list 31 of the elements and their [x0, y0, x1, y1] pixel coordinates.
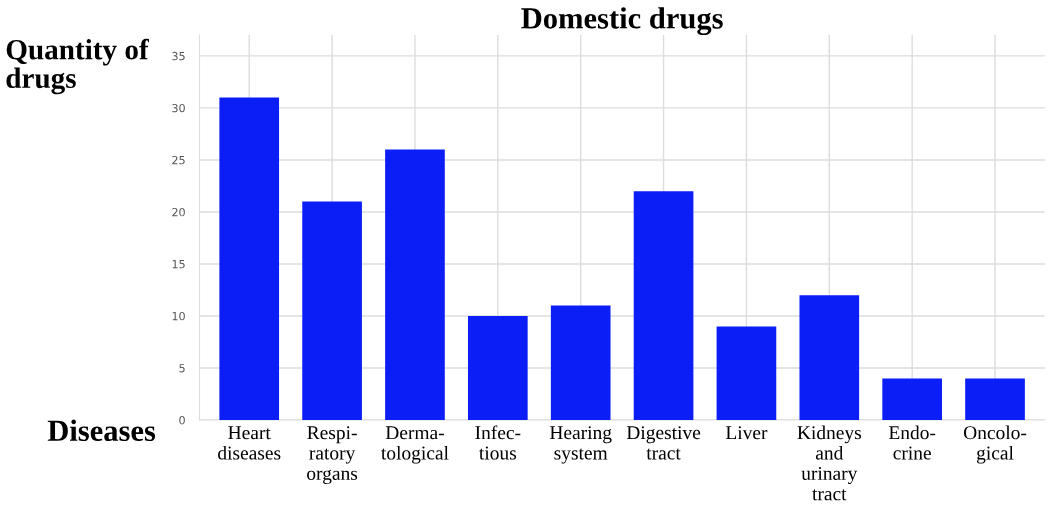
y-tick-label: 25 — [172, 155, 185, 165]
x-tick-label: Derma- tological — [381, 426, 449, 464]
y-tick-label: 10 — [172, 311, 185, 321]
y-tick-label: 30 — [172, 103, 185, 113]
x-tick-label: Liver — [725, 426, 768, 440]
bar — [965, 378, 1025, 421]
bar — [467, 315, 528, 421]
bar — [219, 97, 280, 421]
x-tick-label: Heart diseases — [218, 426, 281, 460]
y-tick-label: 15 — [172, 260, 185, 269]
y-axis-title: Quantity of drugs — [6, 38, 149, 95]
x-tick-label: Oncolo- gical — [963, 425, 1027, 464]
bar — [716, 326, 777, 421]
bar — [882, 378, 942, 421]
x-tick-label: Infec- tious — [475, 425, 521, 460]
y-tick-label: 0 — [179, 416, 185, 425]
y-tick-label: 35 — [172, 51, 185, 61]
y-tick-label: 20 — [172, 207, 185, 217]
x-tick-label: Kidneys and urinary tract — [797, 425, 861, 501]
bar — [385, 149, 445, 421]
bar — [799, 295, 860, 421]
bar — [302, 201, 362, 421]
x-tick-label: Respi- ratory organs — [307, 426, 358, 484]
x-tick-label: Hearing system — [549, 426, 612, 464]
y-tick-label: 5 — [179, 364, 185, 373]
bar — [550, 305, 611, 421]
x-tick-label: Endo- crine — [888, 425, 936, 460]
x-tick-label: Digestive tract — [626, 426, 701, 460]
bar — [633, 191, 694, 421]
chart-title: Domestic drugs — [521, 7, 723, 36]
x-axis-title: Diseases — [47, 419, 156, 442]
